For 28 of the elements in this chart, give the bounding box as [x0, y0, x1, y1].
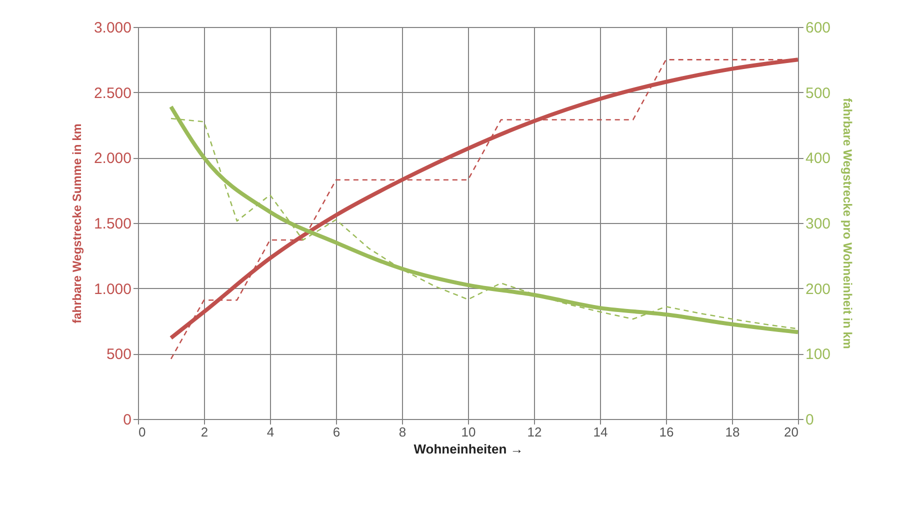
y-tick-label: 2.500	[94, 84, 132, 102]
x-tick-label: 16	[659, 424, 674, 440]
x-tick-label: 12	[527, 424, 542, 440]
x-tick-label: 10	[461, 424, 476, 440]
x-tick-label: 6	[332, 424, 340, 440]
x-tick-label: 4	[266, 424, 274, 440]
y-tick-label: 3.000	[94, 20, 132, 36]
x-tick-label: 2	[200, 424, 208, 440]
y-tick-label: 0	[123, 412, 132, 428]
x-tick-label: 14	[593, 424, 608, 440]
y2-tick-label: 100	[806, 346, 831, 364]
x-tick-label: 0	[138, 424, 146, 440]
y2-tick-label: 200	[806, 280, 831, 298]
y2-tick-label: 600	[806, 20, 831, 36]
x-tick-label: 8	[398, 424, 406, 440]
x-axis-title: Wohneinheiten →	[414, 442, 524, 456]
x-tick-label: 20	[784, 424, 798, 440]
y2-tick-label: 500	[806, 84, 831, 102]
y-tick-label: 1.000	[94, 280, 132, 298]
y2-tick-label: 300	[806, 216, 831, 232]
y2-tick-label: 0	[806, 412, 814, 428]
y-tick-label: 2.000	[94, 150, 132, 168]
x-tick-label: 18	[725, 424, 740, 440]
y-tick-label: 500	[106, 346, 132, 364]
y2-tick-label: 400	[806, 150, 831, 168]
y2-axis-title: fahrbare Wegstrecke pro Wohneinheit in km	[840, 98, 855, 349]
y-tick-label: 1.500	[94, 216, 132, 232]
y-axis-title: fahrbare Wegstrecke Summe in km	[70, 124, 84, 324]
